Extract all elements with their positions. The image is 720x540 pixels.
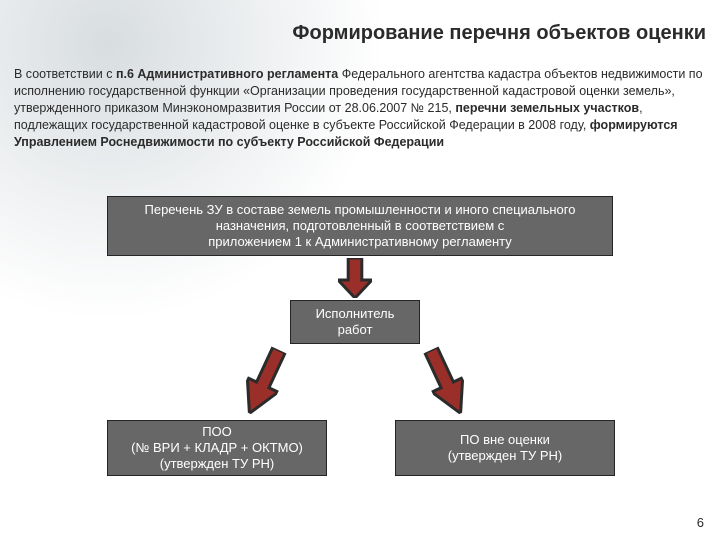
mid-box: Исполнитель работ — [290, 300, 420, 344]
top-box-line2: назначения, подготовленный в соответстви… — [216, 218, 505, 234]
mid-box-line2: работ — [338, 322, 373, 338]
left-box-line2: (№ ВРИ + КЛАДР + ОКТМО) — [131, 440, 303, 456]
right-box: ПО вне оценки (утвержден ТУ РН) — [395, 420, 615, 476]
intro-paragraph: В соответствии с п.6 Административного р… — [14, 66, 706, 150]
right-box-line1: ПО вне оценки — [460, 432, 550, 448]
right-box-line2: (утвержден ТУ РН) — [448, 448, 563, 464]
left-box-line1: ПОО — [202, 424, 232, 440]
top-box: Перечень ЗУ в составе земель промышленно… — [107, 196, 613, 256]
para-bold-2: перечни земельных участков — [455, 101, 639, 115]
para-bold-1: п.6 Административного регламента — [116, 67, 338, 81]
left-box: ПОО (№ ВРИ + КЛАДР + ОКТМО) (утвержден Т… — [107, 420, 327, 476]
left-box-line3: (утвержден ТУ РН) — [160, 456, 275, 472]
top-box-line3: приложением 1 к Административному реглам… — [208, 234, 512, 250]
page-number: 6 — [697, 515, 704, 530]
page-title: Формирование перечня объектов оценки — [292, 22, 706, 45]
mid-box-line1: Исполнитель — [316, 306, 395, 322]
top-box-line1: Перечень ЗУ в составе земель промышленно… — [145, 202, 576, 218]
para-text-1: В соответствии с — [14, 67, 116, 81]
arrow-top-to-mid-icon — [338, 258, 372, 298]
